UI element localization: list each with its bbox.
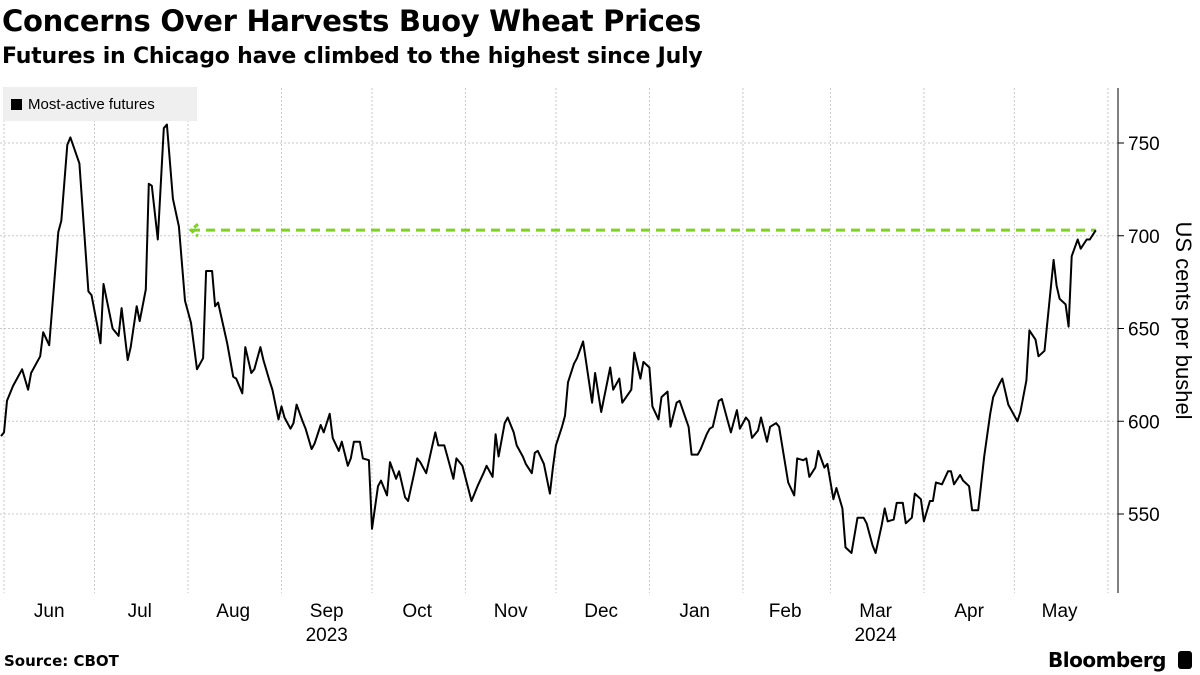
x-tick-label: Oct [402,601,432,622]
x-tick-label: Jan [679,601,710,622]
bloomberg-chart-icon [1178,651,1192,669]
x-year-label: 2024 [854,625,897,646]
legend: Most-active futures [3,87,197,121]
x-tick-label: Dec [584,601,618,622]
x-tick-label: Aug [216,601,250,622]
x-tick-label: Apr [954,601,984,622]
x-tick-label: Jul [128,601,152,622]
arrow-left-icon [188,223,199,238]
x-tick-label: Feb [769,601,802,622]
series-line [0,123,1097,554]
x-tick-label: Jun [34,601,65,622]
legend-label: Most-active futures [28,95,155,113]
x-tick-label: Nov [494,601,528,622]
x-year-label: 2023 [306,625,348,646]
y-tick-label: 550 [1128,505,1160,526]
chart-subtitle: Futures in Chicago have climbed to the h… [2,44,703,69]
y-tick-label: 600 [1128,412,1160,433]
legend-swatch [11,98,22,110]
x-tick-label: Mar [859,601,892,622]
x-tick-label: Sep [310,601,344,622]
y-axis-label: US cents per bushel [1171,221,1196,419]
x-tick-label: May [1042,601,1078,622]
y-tick-label: 750 [1128,134,1160,155]
source-note: Source: CBOT [4,652,119,670]
y-tick-label: 650 [1128,320,1160,341]
bloomberg-logo: Bloomberg [1048,648,1166,672]
y-tick-label: 700 [1128,227,1160,248]
chart-title: Concerns Over Harvests Buoy Wheat Prices [2,4,701,38]
